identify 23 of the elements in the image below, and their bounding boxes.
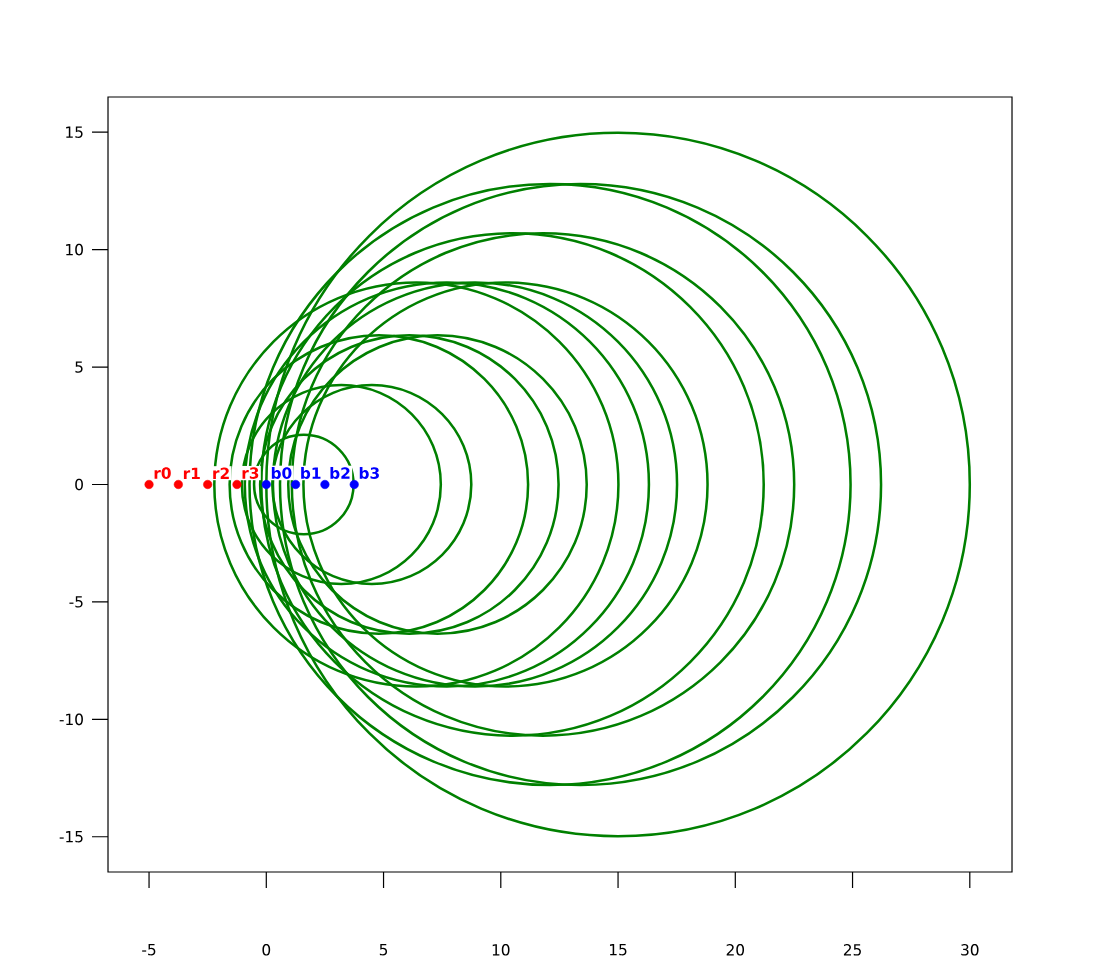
x-tick-label: 20 (726, 944, 745, 956)
y-tick-label: 10 (66, 243, 83, 256)
data-label: r3 (242, 467, 259, 479)
data-label: r0 (154, 467, 171, 479)
y-tick-label: -10 (59, 713, 83, 726)
x-tick-label: 10 (492, 944, 510, 956)
x-tick-label: 15 (609, 944, 627, 956)
y-tick-label: 5 (75, 361, 83, 373)
x-tick-label: 30 (961, 944, 979, 956)
x-tick-label: -5 (142, 944, 156, 956)
y-tick-label: 15 (66, 126, 83, 138)
y-tick-label: -15 (59, 831, 83, 843)
x-tick-label: 0 (262, 944, 271, 956)
x-tick-label: 5 (379, 944, 388, 956)
data-label: r2 (213, 467, 229, 479)
data-label: b3 (359, 467, 379, 479)
data-label: b2 (330, 467, 350, 479)
y-tick-label: 0 (75, 478, 83, 491)
y-tick-label: -5 (69, 596, 83, 608)
data-label: r1 (183, 467, 200, 479)
data-label: b0 (271, 467, 292, 479)
x-tick-label: 25 (843, 944, 861, 956)
data-label: b1 (301, 467, 321, 479)
